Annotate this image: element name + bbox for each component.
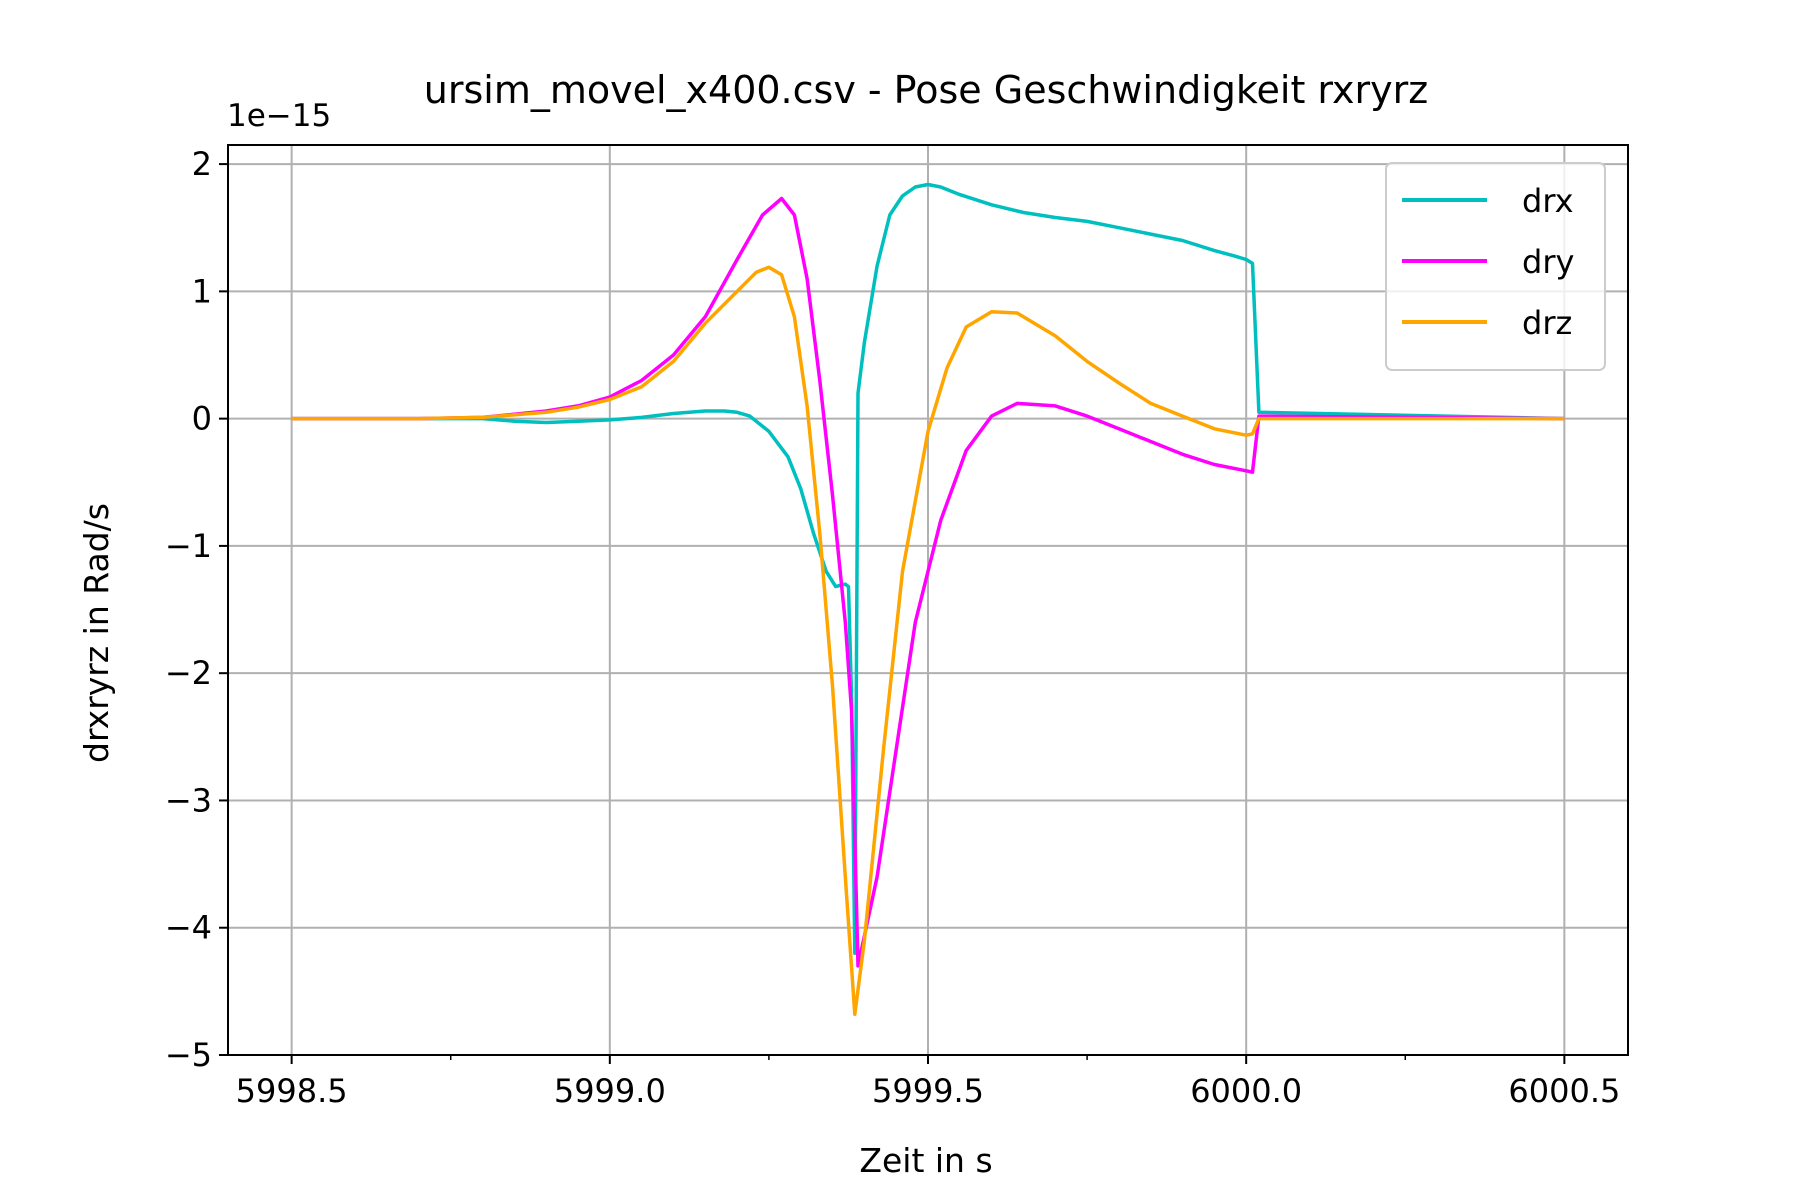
x-tick-label: 5999.5 — [872, 1072, 984, 1110]
x-tick-label: 6000.5 — [1508, 1072, 1620, 1110]
x-axis-label: Zeit in s — [859, 1141, 992, 1180]
y-tick-label: −3 — [165, 781, 212, 819]
y-tick-label: −1 — [165, 527, 212, 565]
series-line-drx — [291, 182, 1565, 955]
y-axis-label: drxryrz in Rad/s — [77, 503, 116, 763]
plot-lines — [291, 182, 1565, 1017]
legend-label-dry: dry — [1522, 243, 1574, 281]
y-tick-label: 0 — [192, 400, 212, 438]
legend-label-drx: drx — [1522, 182, 1574, 220]
x-tick-label: 6000.0 — [1190, 1072, 1302, 1110]
legend-box — [1385, 162, 1606, 371]
y-tick-label: 1 — [192, 272, 212, 310]
y-tick-label: −4 — [165, 909, 212, 947]
x-tick-label: 5999.0 — [554, 1072, 666, 1110]
x-tick-label: 5998.5 — [236, 1072, 348, 1110]
legend: drx dry drz — [1385, 162, 1606, 371]
chart-title: ursim_movel_x400.csv - Pose Geschwindigk… — [424, 68, 1428, 112]
y-offset-text: 1e−15 — [227, 98, 331, 134]
y-tick-label: 2 — [192, 145, 212, 183]
axis-ticks: 5998.5 5999.0 5999.5 6000.0 6000.5 −5 −4 −3 −2 −1… — [165, 145, 1621, 1110]
y-tick-label: −5 — [165, 1036, 212, 1074]
y-tick-label: −2 — [165, 654, 212, 692]
series-line-dry — [291, 196, 1565, 968]
series-line-drz — [291, 265, 1565, 1017]
legend-label-drz: drz — [1522, 304, 1572, 342]
